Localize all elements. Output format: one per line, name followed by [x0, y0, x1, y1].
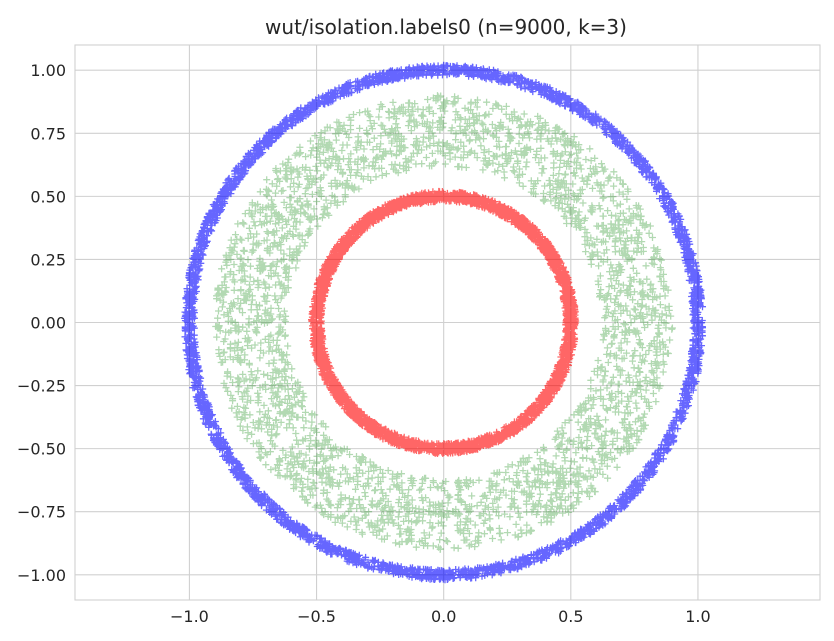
- y-tick-label: 0.25: [30, 250, 66, 269]
- y-tick-label: −0.25: [17, 377, 66, 396]
- y-tick-label: 0.75: [30, 124, 66, 143]
- cluster-2-points: [212, 92, 676, 553]
- cluster-3-points: [181, 61, 706, 584]
- x-tick-label: 1.0: [685, 607, 710, 626]
- series-cluster-2: [212, 92, 676, 553]
- x-tick-label: 0.5: [558, 607, 583, 626]
- y-axis-ticks: 1.00 0.75 0.50 0.25 0.00 −0.25 −0.50 −0.75 −1.00: [17, 61, 66, 585]
- y-tick-label: −0.75: [17, 503, 66, 522]
- x-tick-label: 0.0: [431, 607, 456, 626]
- series-cluster-1: [308, 187, 580, 457]
- series-cluster-3: [181, 61, 706, 584]
- y-tick-label: −1.00: [17, 566, 66, 585]
- x-tick-label: −0.5: [297, 607, 336, 626]
- x-tick-label: −1.0: [170, 607, 209, 626]
- y-tick-label: 0.50: [30, 187, 66, 206]
- y-tick-label: 1.00: [30, 61, 66, 80]
- cluster-1-points: [308, 187, 580, 457]
- x-axis-ticks: −1.0 −0.5 0.0 0.5 1.0: [170, 607, 711, 626]
- y-tick-label: −0.50: [17, 440, 66, 459]
- y-tick-label: 0.00: [30, 314, 66, 333]
- data-points: [181, 61, 706, 584]
- chart-title: wut/isolation.labels0 (n=9000, k=3): [265, 15, 627, 39]
- plot-area-frame: [74, 44, 821, 601]
